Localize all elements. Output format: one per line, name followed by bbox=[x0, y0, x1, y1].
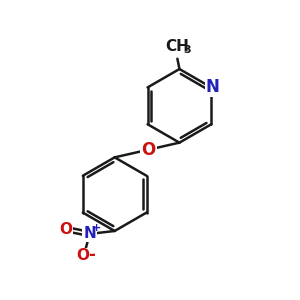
Text: N: N bbox=[206, 78, 220, 96]
Text: +: + bbox=[92, 223, 101, 233]
Text: -: - bbox=[88, 245, 95, 263]
Text: O: O bbox=[141, 141, 156, 159]
Text: O: O bbox=[60, 222, 73, 237]
Text: CH: CH bbox=[165, 39, 189, 54]
Text: 3: 3 bbox=[183, 45, 190, 55]
Text: O: O bbox=[76, 248, 89, 263]
Text: N: N bbox=[83, 226, 96, 242]
